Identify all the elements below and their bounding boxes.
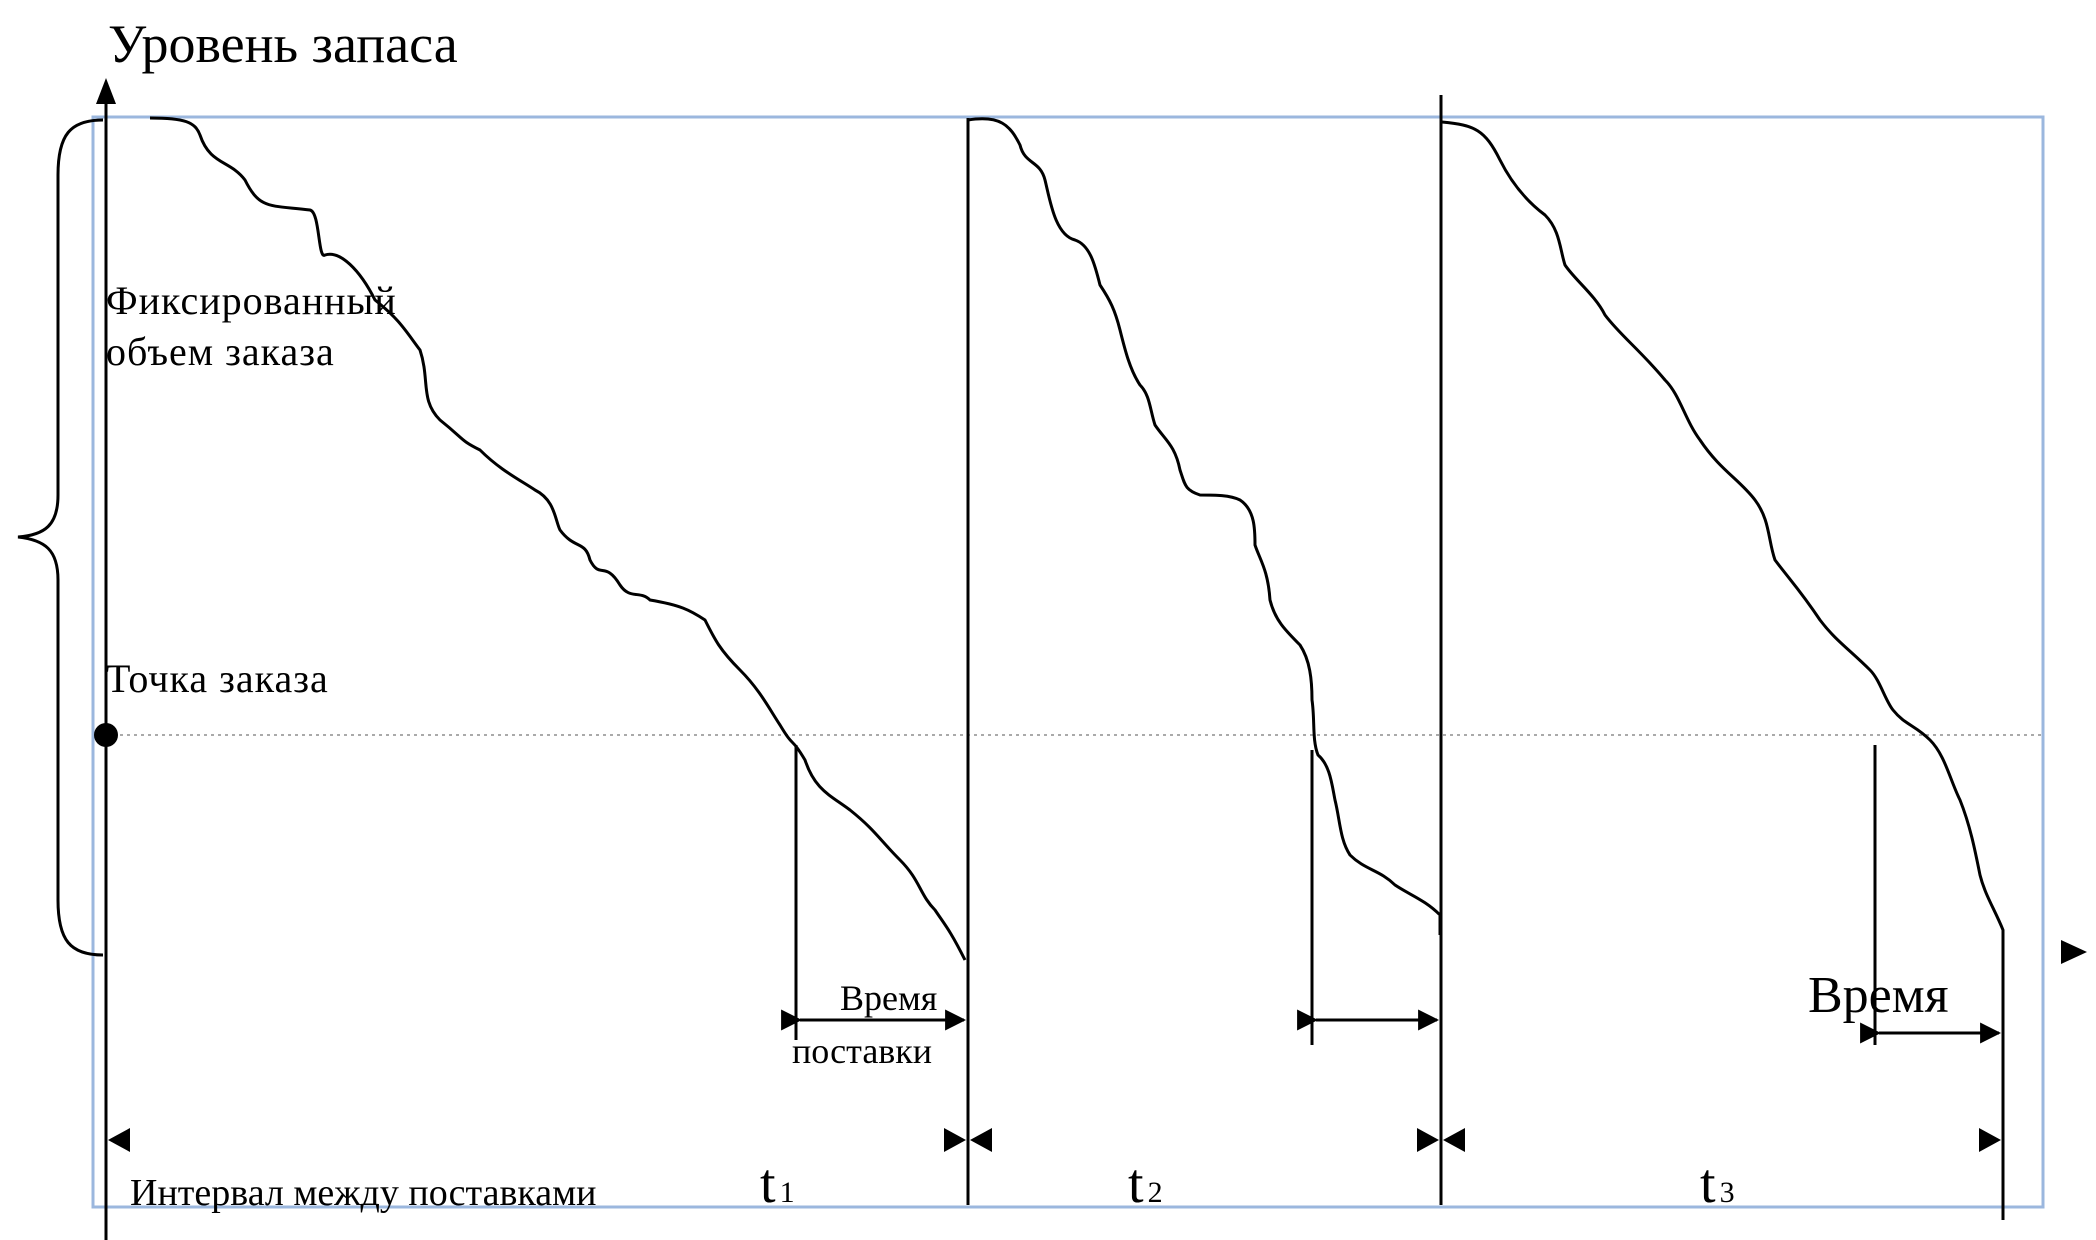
inventory-curve-3: [1441, 120, 2005, 965]
interval-label: Интервал между поставками: [130, 1172, 597, 1214]
reorder-point-dot: [94, 723, 118, 747]
period-1-t: t: [760, 1153, 776, 1215]
period-1-sub: 1: [780, 1176, 795, 1209]
period-2-t: t: [1128, 1153, 1144, 1215]
reorder-point-label: Точка заказа: [106, 656, 329, 701]
fixed-order-label-line2: объем заказа: [106, 329, 335, 374]
period-3-t: t: [1700, 1153, 1716, 1215]
lead-time-label-line2: поставки: [792, 1031, 932, 1071]
y-axis-arrow: [96, 78, 116, 104]
interval-arrow-3-left: [1443, 1128, 1465, 1152]
fixed-order-brace: [17, 118, 104, 957]
diagram-frame: [91, 115, 2045, 1209]
lead-time-label-third: Время: [1808, 967, 1949, 1024]
x-axis-arrow: [2061, 940, 2087, 964]
interval-arrow-2-right: [1417, 1128, 1439, 1152]
interval-arrow-1-right: [944, 1128, 966, 1152]
inventory-curve-2: [967, 117, 1442, 935]
period-2-sub: 2: [1148, 1176, 1163, 1209]
lead-time-label-line1: Время: [840, 978, 937, 1018]
interval-arrow-2-left: [970, 1128, 992, 1152]
inventory-curve-1: [149, 116, 967, 961]
fixed-order-label-line1: Фиксированный: [106, 278, 397, 323]
interval-arrow-1-left: [108, 1128, 130, 1152]
period-3-sub: 3: [1720, 1176, 1735, 1209]
y-axis-title: Уровень запаса: [108, 14, 458, 74]
interval-arrow-3-right: [1979, 1128, 2001, 1152]
